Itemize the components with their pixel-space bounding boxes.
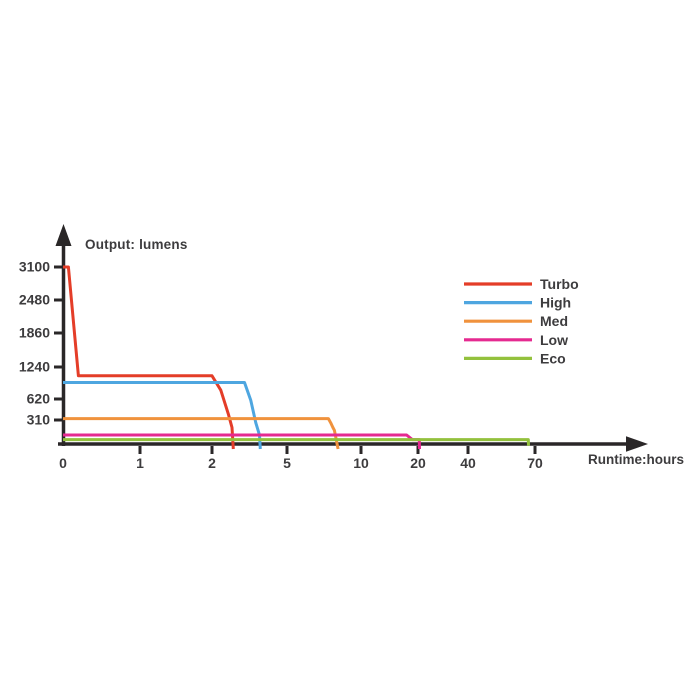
- legend-item-high: High: [464, 295, 571, 311]
- legend-label-low: Low: [540, 332, 568, 348]
- x-tick-label: 70: [527, 455, 543, 471]
- legend-label-turbo: Turbo: [540, 276, 579, 292]
- y-tick-label: 3100: [19, 259, 50, 275]
- legend-item-med: Med: [464, 313, 568, 329]
- legend: Turbo High Med Low Eco: [464, 276, 579, 366]
- legend-item-low: Low: [464, 332, 568, 348]
- legend-label-high: High: [540, 295, 571, 311]
- series-group: [63, 265, 530, 450]
- series-line-turbo: [63, 265, 235, 450]
- axes-group: [55, 224, 648, 452]
- y-tick-label: 620: [27, 391, 51, 407]
- y-axis-title: Output: lumens: [85, 237, 188, 252]
- series-line-low: [63, 433, 421, 450]
- legend-label-med: Med: [540, 313, 568, 329]
- y-tick-label: 1240: [19, 359, 50, 375]
- x-ticks-group: 0 1 2 5 10 20 40 70: [59, 446, 543, 471]
- legend-item-eco: Eco: [464, 350, 566, 366]
- y-tick-label: 2480: [19, 292, 50, 308]
- series-line-med: [63, 417, 340, 450]
- x-axis-title: Runtime:hours: [588, 452, 684, 467]
- x-tick-label: 10: [353, 455, 369, 471]
- x-tick-label: 1: [136, 455, 144, 471]
- legend-item-turbo: Turbo: [464, 276, 579, 292]
- x-tick-label: 20: [410, 455, 426, 471]
- x-tick-label: 5: [283, 455, 291, 471]
- legend-label-eco: Eco: [540, 350, 566, 366]
- x-tick-label: 0: [59, 455, 67, 471]
- y-ticks-group: 310 620 1240 1860 2480 3100: [19, 259, 62, 428]
- series-line-high: [63, 381, 262, 450]
- y-tick-label: 310: [27, 412, 51, 428]
- y-tick-label: 1860: [19, 325, 50, 341]
- x-axis-arrow-icon: [626, 436, 648, 452]
- y-axis-arrow-icon: [55, 224, 72, 246]
- x-tick-label: 2: [208, 455, 216, 471]
- x-tick-label: 40: [460, 455, 476, 471]
- series-line-eco: [63, 438, 530, 446]
